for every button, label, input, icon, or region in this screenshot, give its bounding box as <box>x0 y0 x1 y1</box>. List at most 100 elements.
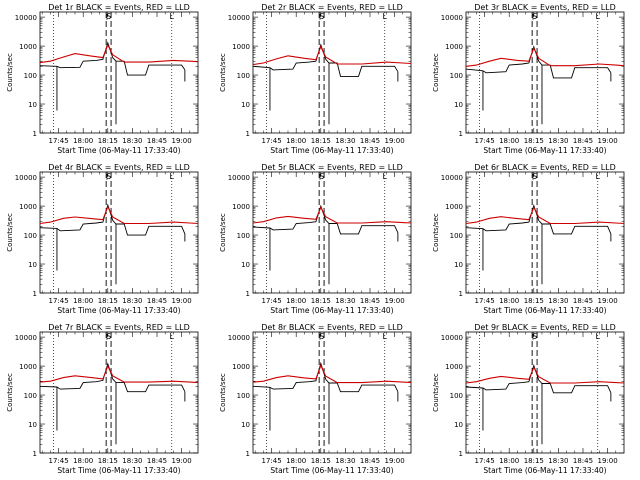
y-tick-label: 10 <box>28 421 37 429</box>
y-axis-label: Counts/sec <box>432 373 440 412</box>
plot-frame <box>39 331 199 454</box>
x-tick-label: 18:15 <box>98 457 118 465</box>
x-axis-label: Start Time (06-May-11 17:33:40) <box>483 466 606 475</box>
y-tick-label: 10000 <box>228 14 250 22</box>
chart-title: Det 6r BLACK = Events, RED = LLD <box>474 163 616 172</box>
x-tick-label: 18:30 <box>335 297 355 305</box>
series-line-lld <box>252 364 412 384</box>
flag-s: S <box>106 172 111 181</box>
y-axis-label: Counts/sec <box>432 213 440 252</box>
flag-s: S <box>319 172 324 181</box>
chart-panel-9: Det 9r BLACK = Events, RED = LLD 1 10 100 10… <box>432 323 625 475</box>
x-tick-label: 18:45 <box>147 137 167 145</box>
chart-panel-6: Det 6r BLACK = Events, RED = LLD 1 10 100 10… <box>432 163 625 315</box>
y-tick-label: 1 <box>246 450 250 458</box>
plot-frame <box>39 171 199 294</box>
flag-s: S <box>532 12 537 21</box>
chart-panel-4: Det 4r BLACK = Events, RED = LLD 1 10 100 10… <box>6 163 199 315</box>
flag-l: L <box>383 12 388 21</box>
chart-panel-3: Det 3r BLACK = Events, RED = LLD 1 10 100 10… <box>432 3 625 155</box>
y-tick-label: 1000 <box>19 203 37 211</box>
chart-title: Det 9r BLACK = Events, RED = LLD <box>474 323 616 332</box>
chart-panel-1: Det 1r BLACK = Events, RED = LLD 1 10 100 10… <box>6 3 199 155</box>
y-tick-label: 1000 <box>232 43 250 51</box>
series-line-lld <box>465 206 625 225</box>
flag-s: S <box>106 12 111 21</box>
series-line-events <box>465 45 612 79</box>
y-tick-label: 1 <box>459 290 463 298</box>
series-line-lld <box>39 205 199 225</box>
flag-s: S <box>532 172 537 181</box>
series-line-lld <box>465 366 625 384</box>
x-tick-label: 18:30 <box>548 137 568 145</box>
x-tick-label: 18:15 <box>98 297 118 305</box>
y-tick-label: 10 <box>454 101 463 109</box>
x-tick-label: 18:00 <box>73 137 93 145</box>
x-tick-label: 17:45 <box>474 457 494 465</box>
y-tick-label: 10 <box>241 261 250 269</box>
flag-l: L <box>596 332 601 341</box>
y-tick-label: 1 <box>246 130 250 138</box>
x-tick-label: 18:15 <box>311 457 331 465</box>
chart-panel-7: Det 7r BLACK = Events, RED = LLD 1 10 100 10… <box>6 323 199 475</box>
x-tick-label: 18:30 <box>548 297 568 305</box>
x-tick-label: 18:00 <box>499 457 519 465</box>
y-tick-label: 100 <box>450 392 463 400</box>
y-tick-label: 1000 <box>445 43 463 51</box>
series-line-events <box>39 203 186 236</box>
x-axis-label: Start Time (06-May-11 17:33:40) <box>57 146 180 155</box>
chart-title: Det 7r BLACK = Events, RED = LLD <box>48 323 190 332</box>
plot-frame <box>465 171 625 294</box>
y-tick-label: 1 <box>33 130 37 138</box>
y-tick-label: 1 <box>246 290 250 298</box>
y-tick-label: 10 <box>241 421 250 429</box>
x-tick-label: 18:15 <box>98 137 118 145</box>
x-tick-label: 17:45 <box>474 137 494 145</box>
x-tick-label: 18:45 <box>360 137 380 145</box>
x-tick-label: 19:00 <box>598 137 618 145</box>
y-tick-label: 1 <box>33 290 37 298</box>
series-line-events <box>252 204 399 235</box>
y-tick-label: 1000 <box>19 363 37 371</box>
x-tick-label: 18:15 <box>311 297 331 305</box>
x-tick-label: 17:45 <box>261 137 281 145</box>
x-axis-label: Start Time (06-May-11 17:33:40) <box>483 306 606 315</box>
x-tick-label: 18:30 <box>335 137 355 145</box>
y-tick-label: 10000 <box>441 14 463 22</box>
x-tick-label: 19:00 <box>385 457 405 465</box>
y-axis-label: Counts/sec <box>219 373 227 412</box>
flag-l: L <box>383 332 388 341</box>
x-tick-label: 17:45 <box>48 297 68 305</box>
x-tick-label: 18:00 <box>73 457 93 465</box>
x-tick-label: 18:00 <box>286 137 306 145</box>
y-tick-label: 100 <box>237 392 250 400</box>
y-tick-label: 10000 <box>15 334 37 342</box>
y-tick-label: 1000 <box>232 203 250 211</box>
y-tick-label: 1 <box>459 450 463 458</box>
x-axis-label: Start Time (06-May-11 17:33:40) <box>483 146 606 155</box>
x-tick-label: 19:00 <box>385 297 405 305</box>
x-tick-label: 18:00 <box>499 297 519 305</box>
x-tick-label: 18:45 <box>573 137 593 145</box>
flag-l: L <box>596 172 601 181</box>
y-axis-label: Counts/sec <box>219 213 227 252</box>
chart-title: Det 8r BLACK = Events, RED = LLD <box>261 323 403 332</box>
x-axis-label: Start Time (06-May-11 17:33:40) <box>57 466 180 475</box>
y-axis-label: Counts/sec <box>219 53 227 92</box>
y-tick-label: 10 <box>28 261 37 269</box>
y-tick-label: 100 <box>237 72 250 80</box>
y-tick-label: 10000 <box>15 14 37 22</box>
series-line-events <box>252 43 399 77</box>
flag-l: L <box>170 12 175 21</box>
chart-title: Det 4r BLACK = Events, RED = LLD <box>48 163 190 172</box>
plot-frame <box>252 171 412 294</box>
y-tick-label: 10000 <box>228 334 250 342</box>
series-line-lld <box>252 206 412 224</box>
x-tick-label: 19:00 <box>598 457 618 465</box>
flag-l: L <box>170 332 175 341</box>
x-tick-label: 19:00 <box>598 297 618 305</box>
x-tick-label: 17:45 <box>474 297 494 305</box>
x-tick-label: 18:30 <box>335 457 355 465</box>
x-tick-label: 19:00 <box>385 137 405 145</box>
x-tick-label: 18:00 <box>286 297 306 305</box>
